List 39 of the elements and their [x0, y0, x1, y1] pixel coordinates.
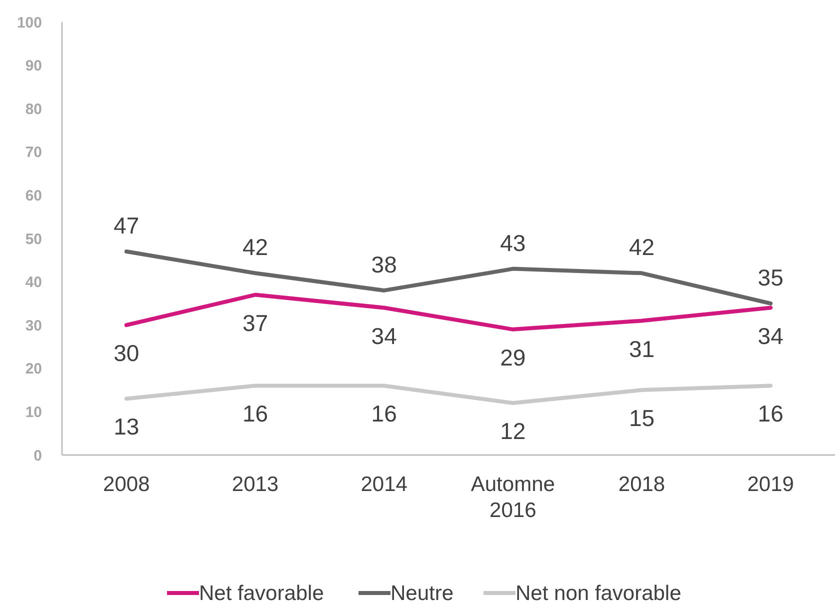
- y-tick-label: 30: [25, 317, 42, 334]
- data-label: 42: [242, 234, 268, 260]
- y-tick-label: 0: [34, 447, 42, 464]
- legend-label: Net favorable: [199, 582, 324, 605]
- y-tick-label: 50: [25, 230, 42, 248]
- y-tick-label: 90: [25, 58, 42, 75]
- data-label: 34: [371, 322, 398, 349]
- data-label: 15: [628, 405, 655, 432]
- data-label: 42: [628, 234, 655, 260]
- legend-label: Net non favorable: [516, 582, 682, 605]
- y-tick-label: 70: [25, 144, 42, 162]
- data-label: 38: [371, 251, 397, 278]
- y-tick-label: 20: [25, 360, 42, 378]
- data-label: 43: [500, 230, 526, 256]
- data-label: 12: [500, 418, 526, 444]
- data-label: 37: [242, 310, 268, 336]
- data-label: 47: [114, 212, 140, 238]
- data-label: 31: [628, 336, 655, 362]
- x-tick-label: 2018: [618, 473, 666, 496]
- x-tick-label: 2019: [747, 473, 794, 496]
- x-tick-label: 2013: [232, 473, 279, 496]
- data-label: 30: [114, 340, 140, 366]
- y-tick-label: 40: [25, 274, 42, 292]
- data-label: 34: [758, 322, 784, 349]
- data-label: 29: [500, 344, 526, 370]
- x-tick-label: Automne 2016: [470, 473, 555, 522]
- y-tick-label: 100: [16, 14, 42, 32]
- data-label: 35: [758, 264, 784, 290]
- line-series: [124, 384, 773, 406]
- y-tick-label: 60: [25, 187, 42, 204]
- data-label: 16: [371, 400, 397, 427]
- x-tick-label: 2008: [103, 473, 150, 496]
- y-tick-label: 80: [25, 100, 42, 118]
- legend-label: Neutre: [390, 582, 454, 605]
- data-label: 16: [758, 400, 784, 427]
- data-label: 13: [114, 414, 140, 440]
- data-label: 16: [242, 400, 268, 427]
- y-tick-label: 10: [25, 404, 42, 421]
- x-tick-label: 2014: [360, 473, 408, 496]
